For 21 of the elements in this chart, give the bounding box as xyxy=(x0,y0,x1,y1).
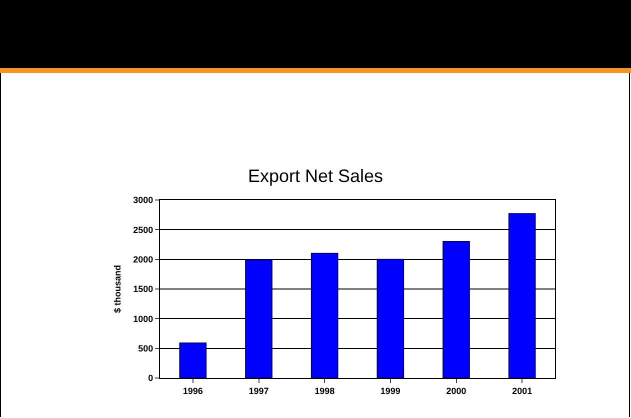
x-tick-label: 1998 xyxy=(314,386,335,396)
x-tick-label: 2001 xyxy=(512,386,532,396)
chart-title: Export Net Sales xyxy=(248,166,384,186)
bar xyxy=(179,342,207,378)
x-tick-label: 1996 xyxy=(182,386,203,396)
y-tick-label: 0 xyxy=(148,373,154,384)
y-axis-title: $ thousand xyxy=(112,264,123,314)
y-tick-label: 2000 xyxy=(133,254,154,264)
y-tick-label: 500 xyxy=(138,343,154,354)
y-tick-label: 3000 xyxy=(133,195,154,206)
bar xyxy=(310,252,338,378)
y-tick-label: 1500 xyxy=(133,284,154,294)
bar xyxy=(442,241,470,378)
bar xyxy=(376,258,404,378)
x-tick-label: 1997 xyxy=(248,386,269,396)
y-tick-label: 2500 xyxy=(133,224,154,235)
bar xyxy=(245,259,272,378)
y-tick-label: 1000 xyxy=(133,314,154,324)
x-tick-label: 2000 xyxy=(446,386,466,396)
x-tick-label: 1999 xyxy=(380,386,400,396)
bar xyxy=(508,213,536,378)
